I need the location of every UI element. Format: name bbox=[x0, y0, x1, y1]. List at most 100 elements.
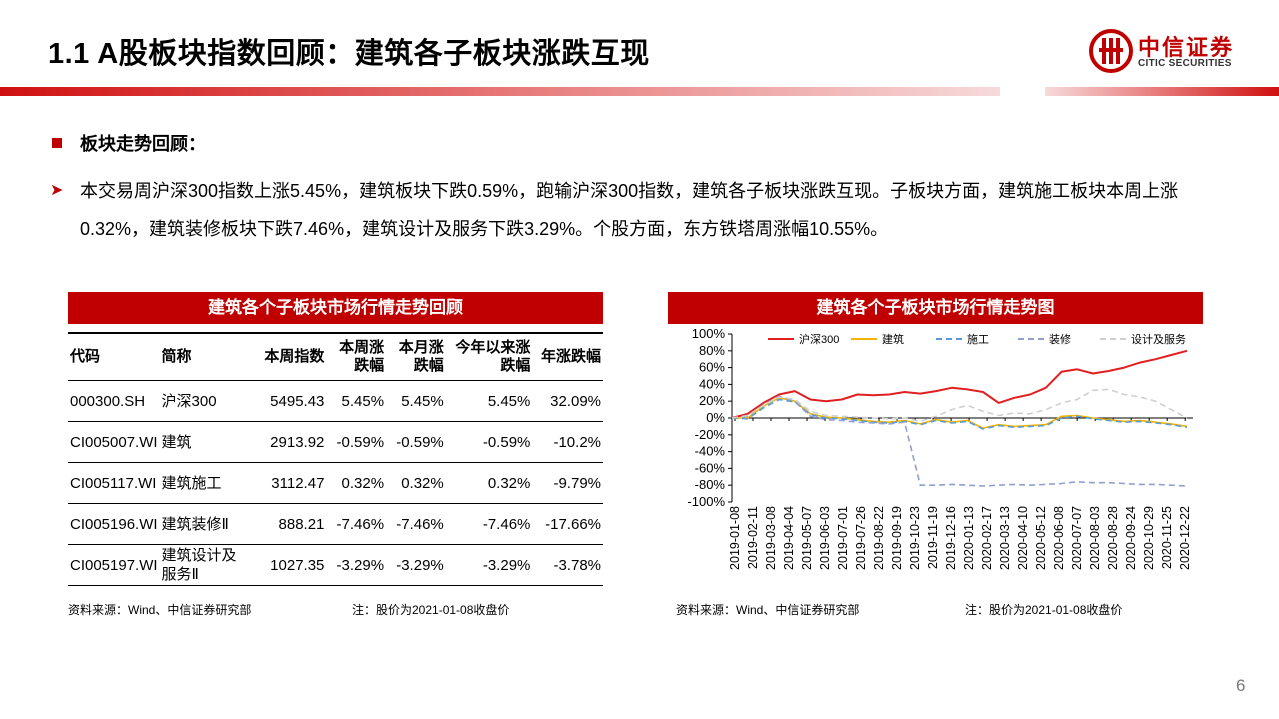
x-tick-label: 2019-07-26 bbox=[854, 506, 868, 570]
x-tick-label: 2019-11-19 bbox=[926, 506, 940, 569]
cell-week-index: 5495.43 bbox=[253, 380, 327, 422]
cell-year-change: -10.2% bbox=[532, 421, 603, 463]
x-tick-label: 2020-08-28 bbox=[1106, 506, 1120, 570]
sector-table: 代码 简称 本周指数 本周涨跌幅 本月涨跌幅 今年以来涨跌幅 年涨跌幅 0003… bbox=[68, 332, 603, 586]
cell-ytd-change: 0.32% bbox=[445, 462, 533, 504]
col-header-year-change: 年涨跌幅 bbox=[532, 332, 603, 381]
table-title: 建筑各个子板块市场行情走势回顾 bbox=[68, 292, 603, 324]
table-note: 注：股价为2021-01-08收盘价 bbox=[352, 603, 510, 617]
table-row: CI005197.WI 建筑设计及服务Ⅱ 1027.35 -3.29% -3.2… bbox=[68, 544, 603, 586]
y-tick-label: -20% bbox=[695, 427, 726, 442]
cell-week-change: -7.46% bbox=[326, 503, 387, 545]
col-header-week-index: 本周指数 bbox=[253, 332, 327, 381]
x-tick-label: 2019-02-11 bbox=[746, 506, 760, 569]
col-header-code: 代码 bbox=[68, 332, 160, 381]
cell-code: CI005197.WI bbox=[68, 544, 160, 586]
series-line bbox=[732, 397, 1188, 429]
cell-code: CI005007.WI bbox=[68, 421, 160, 463]
chart-source: 资料来源：Wind、中信证券研究部 bbox=[676, 603, 860, 617]
cell-week-change: 0.32% bbox=[326, 462, 387, 504]
x-tick-label: 2020-08-03 bbox=[1088, 506, 1102, 570]
cell-ytd-change: -3.29% bbox=[445, 544, 533, 586]
legend-label: 设计及服务 bbox=[1131, 333, 1186, 346]
cell-week-change: -3.29% bbox=[326, 544, 387, 586]
col-header-ytd-change: 今年以来涨跌幅 bbox=[445, 332, 533, 381]
cell-name: 建筑装修Ⅱ bbox=[159, 503, 254, 545]
cell-year-change: -17.66% bbox=[532, 503, 603, 545]
y-tick-label: -60% bbox=[695, 460, 726, 475]
cell-code: 000300.SH bbox=[68, 380, 160, 422]
header-rule-right bbox=[1045, 87, 1279, 96]
page-title: 1.1 A股板块指数回顾：建筑各子板块涨跌互现 bbox=[48, 38, 650, 70]
x-tick-label: 2020-04-10 bbox=[1016, 506, 1030, 570]
x-tick-label: 2019-08-22 bbox=[872, 506, 886, 570]
table-row: CI005007.WI 建筑 2913.92 -0.59% -0.59% -0.… bbox=[68, 421, 603, 463]
cell-month-change: -7.46% bbox=[386, 503, 446, 545]
x-tick-label: 2019-12-16 bbox=[944, 506, 958, 570]
trend-chart: 100%80%60%40%20%0%-20%-40%-60%-80%-100%2… bbox=[687, 326, 1193, 570]
x-tick-label: 2019-05-07 bbox=[800, 506, 814, 570]
cell-name: 建筑施工 bbox=[159, 462, 254, 504]
x-tick-label: 2019-09-19 bbox=[890, 506, 904, 570]
square-bullet-icon bbox=[52, 138, 62, 148]
table-row: 000300.SH 沪深300 5495.43 5.45% 5.45% 5.45… bbox=[68, 380, 603, 422]
y-tick-label: 20% bbox=[699, 393, 725, 408]
x-tick-label: 2019-04-04 bbox=[782, 506, 796, 570]
y-tick-label: -100% bbox=[687, 494, 725, 509]
cell-code: CI005196.WI bbox=[68, 503, 160, 545]
x-tick-label: 2020-12-22 bbox=[1178, 506, 1192, 570]
y-tick-label: 80% bbox=[699, 343, 725, 358]
legend-label: 沪深300 bbox=[799, 332, 839, 346]
section-heading-text: 板块走势回顾： bbox=[80, 134, 206, 154]
citic-emblem-icon bbox=[1089, 29, 1133, 73]
x-tick-label: 2019-10-23 bbox=[908, 506, 922, 570]
x-tick-label: 2020-09-24 bbox=[1124, 506, 1138, 570]
cell-year-change: -3.78% bbox=[532, 544, 603, 586]
x-tick-label: 2020-02-17 bbox=[980, 506, 994, 570]
cell-name: 建筑 bbox=[159, 421, 254, 463]
chart-note: 注：股价为2021-01-08收盘价 bbox=[965, 603, 1123, 617]
table-row: CI005117.WI 建筑施工 3112.47 0.32% 0.32% 0.3… bbox=[68, 462, 603, 504]
y-tick-label: 100% bbox=[692, 326, 726, 341]
col-header-week-change: 本周涨跌幅 bbox=[326, 332, 387, 381]
cell-ytd-change: -0.59% bbox=[445, 421, 533, 463]
table-source: 资料来源：Wind、中信证券研究部 bbox=[68, 603, 252, 617]
section-heading: 板块走势回顾： bbox=[52, 130, 206, 156]
logo-chinese-text: 中信证券 bbox=[1138, 35, 1235, 60]
table-header-row: 代码 简称 本周指数 本周涨跌幅 本月涨跌幅 今年以来涨跌幅 年涨跌幅 bbox=[68, 332, 603, 381]
cell-week-change: -0.59% bbox=[326, 421, 387, 463]
table-row: CI005196.WI 建筑装修Ⅱ 888.21 -7.46% -7.46% -… bbox=[68, 503, 603, 545]
x-tick-label: 2020-11-25 bbox=[1160, 506, 1174, 569]
cell-name: 建筑设计及服务Ⅱ bbox=[159, 544, 254, 586]
y-tick-label: 0% bbox=[706, 410, 725, 425]
series-line bbox=[731, 398, 1188, 430]
cell-year-change: -9.79% bbox=[532, 462, 603, 504]
summary-text: 本交易周沪深300指数上涨5.45%，建筑板块下跌0.59%，跑输沪深300指数… bbox=[80, 181, 1179, 239]
summary-paragraph: ➤ 本交易周沪深300指数上涨5.45%，建筑板块下跌0.59%，跑输沪深300… bbox=[50, 172, 1240, 248]
series-line bbox=[731, 388, 1188, 423]
cell-week-index: 1027.35 bbox=[253, 544, 327, 586]
cell-week-index: 888.21 bbox=[253, 503, 327, 545]
cell-week-index: 3112.47 bbox=[253, 462, 327, 504]
cell-month-change: -3.29% bbox=[386, 544, 446, 586]
y-tick-label: -80% bbox=[695, 477, 726, 492]
legend-label: 装修 bbox=[1049, 332, 1071, 346]
x-tick-label: 2019-01-08 bbox=[728, 506, 742, 570]
legend-label: 建筑 bbox=[882, 332, 904, 346]
x-tick-label: 2020-03-13 bbox=[998, 506, 1012, 570]
col-header-name: 简称 bbox=[159, 332, 254, 381]
cell-code: CI005117.WI bbox=[68, 462, 160, 504]
logo-english-text: CITIC SECURITIES bbox=[1138, 58, 1232, 69]
cell-week-index: 2913.92 bbox=[253, 421, 327, 463]
x-tick-label: 2020-07-07 bbox=[1070, 506, 1084, 570]
cell-week-change: 5.45% bbox=[326, 380, 387, 422]
header-rule-left bbox=[0, 87, 1000, 96]
y-tick-label: -40% bbox=[695, 444, 726, 459]
x-tick-label: 2020-06-08 bbox=[1052, 506, 1066, 570]
x-tick-label: 2020-01-13 bbox=[962, 506, 976, 570]
series-line bbox=[731, 349, 1188, 419]
cell-year-change: 32.09% bbox=[532, 380, 603, 422]
x-tick-label: 2020-10-29 bbox=[1142, 506, 1156, 570]
y-tick-label: 60% bbox=[699, 360, 725, 375]
x-tick-label: 2019-03-08 bbox=[764, 506, 778, 570]
